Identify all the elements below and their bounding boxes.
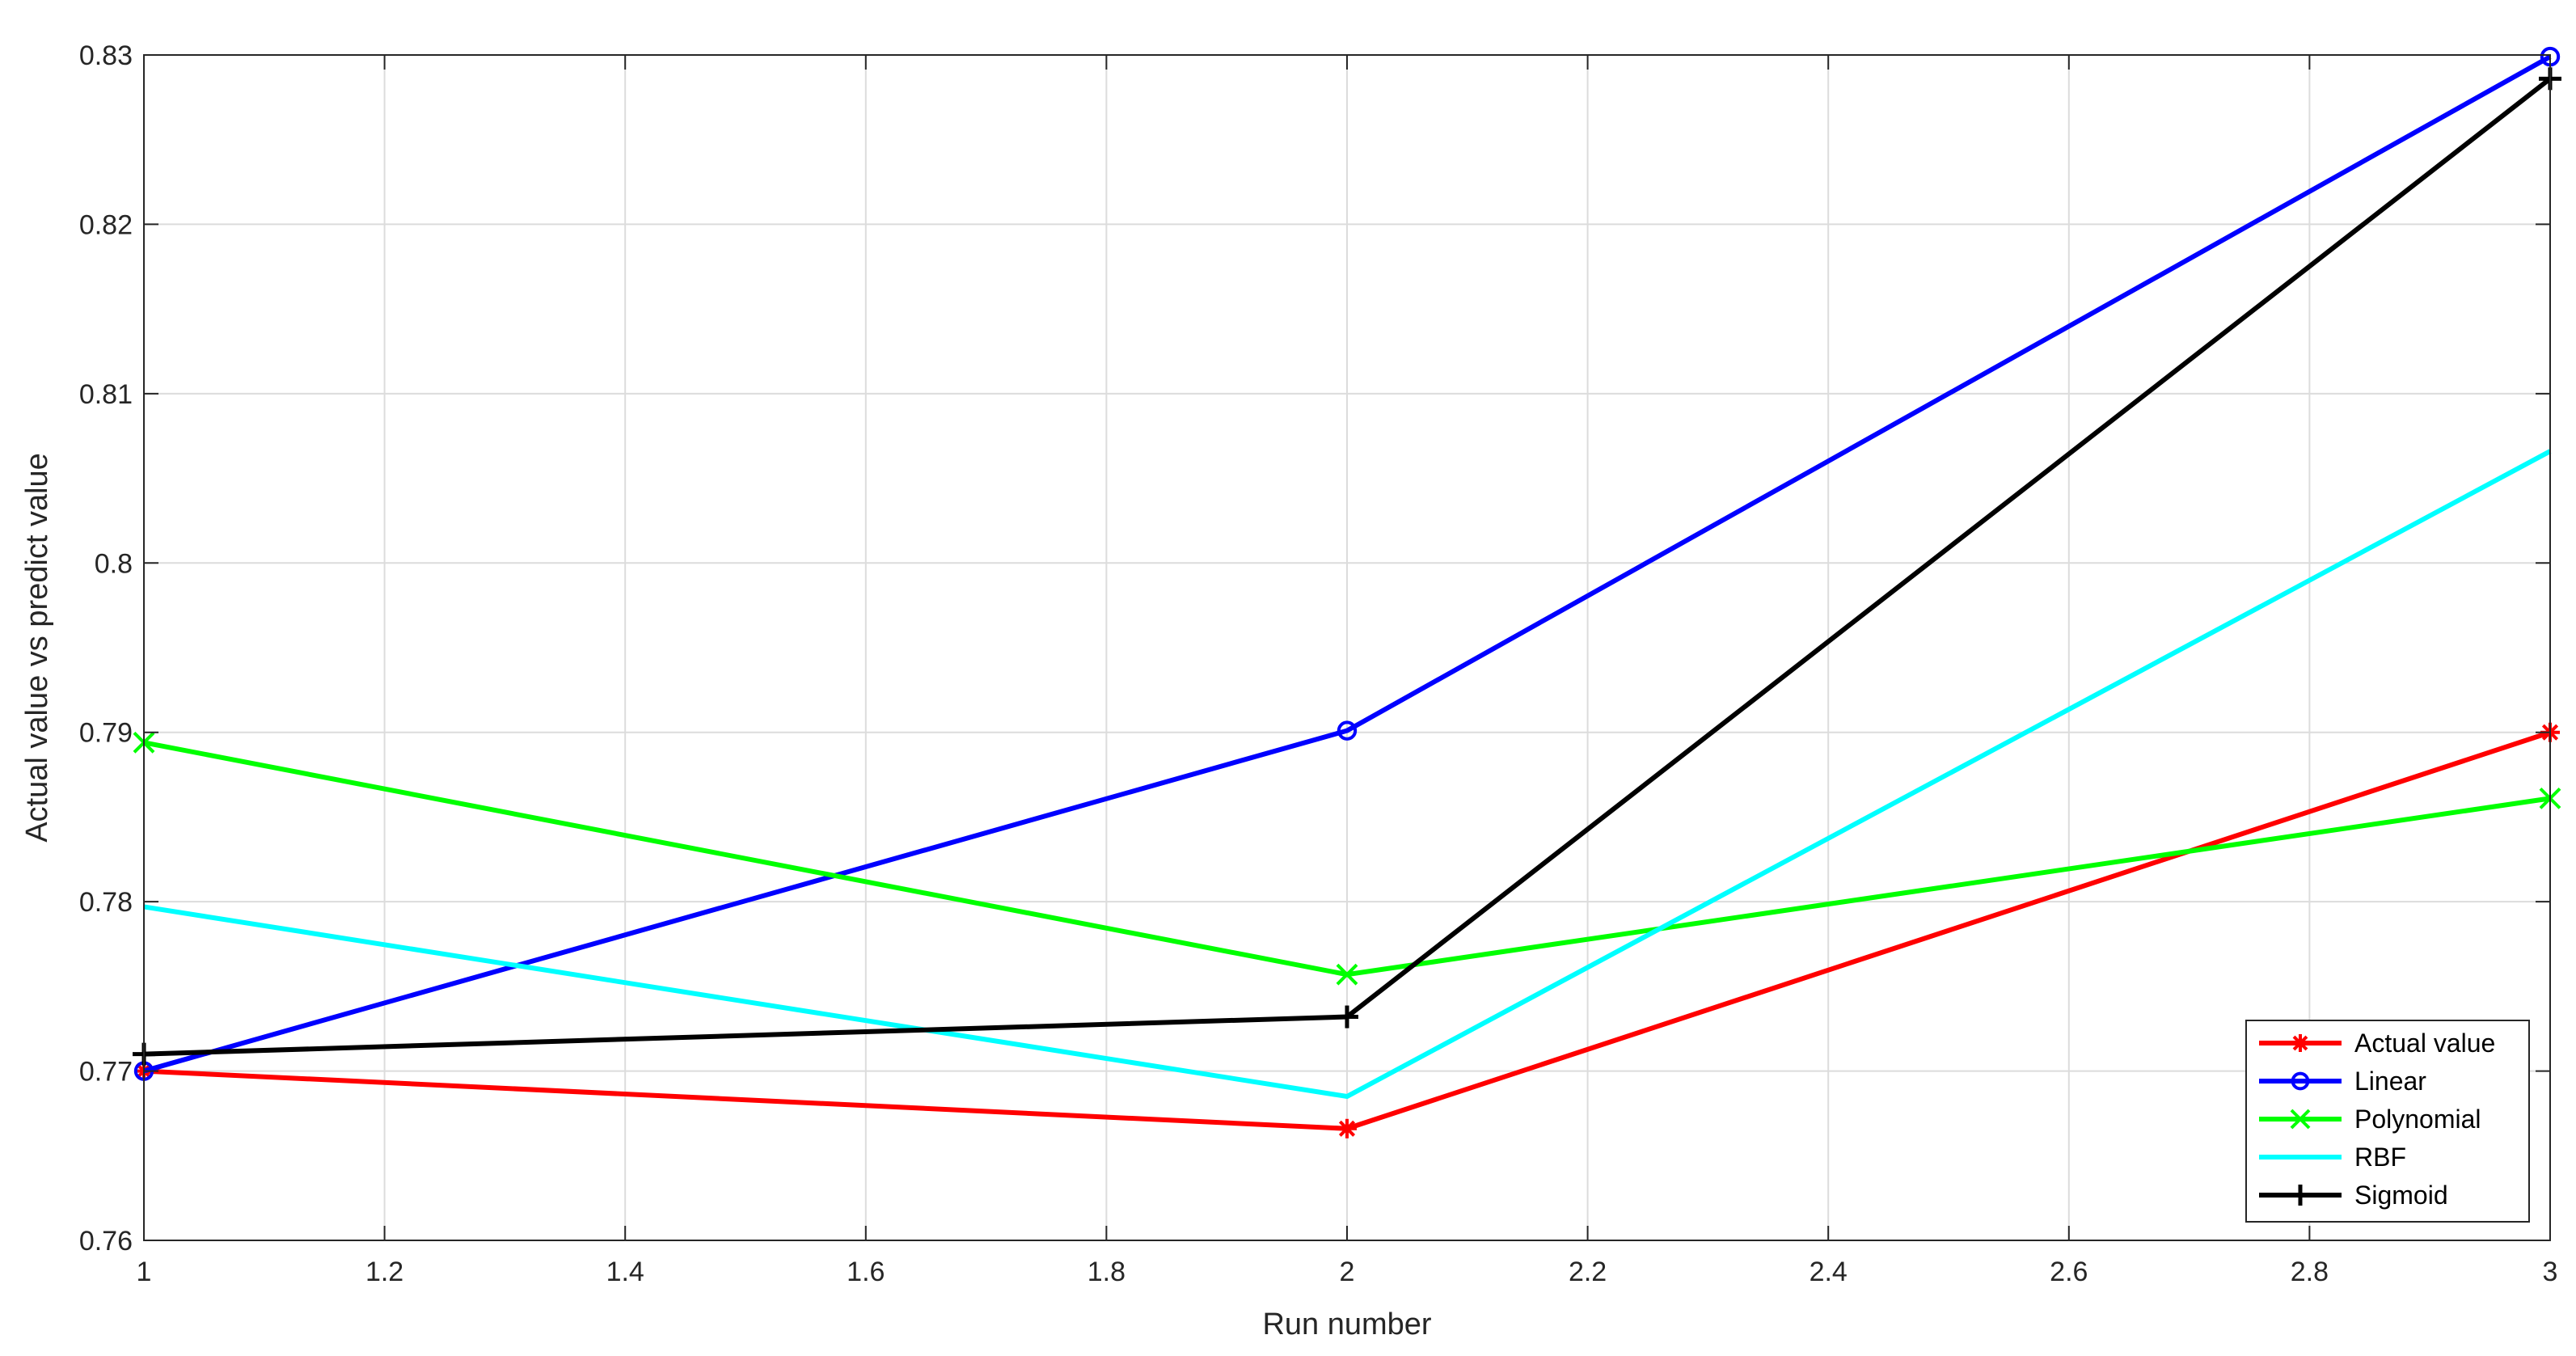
x-marker: [1336, 963, 1358, 986]
legend-entry-actual-value: Actual value: [2259, 1029, 2495, 1058]
legend-label: Polynomial: [2354, 1105, 2481, 1134]
legend-label: RBF: [2354, 1143, 2406, 1172]
marker-stroke: [1336, 963, 1358, 986]
x-tick-label: 1.2: [365, 1257, 403, 1287]
x-tick-label: 2.2: [1569, 1257, 1607, 1287]
legend-label: Actual value: [2354, 1029, 2495, 1058]
x-marker: [2290, 1109, 2311, 1130]
x-tick-label: 1.4: [606, 1257, 644, 1287]
circle-marker: [2291, 1071, 2310, 1091]
marker-stroke: [1338, 1120, 1356, 1137]
y-tick-label: 0.76: [79, 1226, 133, 1257]
x-tick-label: 1.6: [847, 1257, 885, 1287]
marker-shape: [1337, 720, 1358, 741]
legend-label: Linear: [2354, 1067, 2426, 1096]
legend-entry-rbf: RBF: [2259, 1143, 2406, 1172]
x-tick-label: 1: [137, 1257, 152, 1287]
y-tick-label: 0.79: [79, 718, 133, 749]
ticks: 1 1.2 1.4 1.6 1.8 2 2.2 2.4 2.6 2.8 3 0.76 0.77 0.78 0…: [79, 40, 2558, 1287]
series-line-rbf: [143, 449, 2552, 1100]
y-axis-title: Actual value vs predict value: [20, 453, 54, 843]
legend-entry-sigmoid: Sigmoid: [2259, 1181, 2448, 1210]
y-tick-label: 0.78: [79, 887, 133, 918]
data-point-linear: [1337, 720, 1358, 741]
x-tick-label: 2.8: [2291, 1257, 2329, 1287]
data-point-polynomial: [1336, 963, 1358, 986]
asterisk-marker: [2291, 1034, 2309, 1052]
y-tick-label: 0.77: [79, 1057, 133, 1088]
plus-marker: [2290, 1185, 2311, 1206]
series-line-linear: [143, 54, 2552, 1074]
circle-marker: [1337, 720, 1358, 741]
legend-entry-polynomial: Polynomial: [2259, 1105, 2481, 1134]
marker-shape: [2291, 1071, 2310, 1091]
x-tick-label: 2.4: [1810, 1257, 1848, 1287]
data-point-actual-value: [1337, 1118, 1357, 1138]
y-tick-label: 0.83: [79, 40, 133, 71]
asterisk-marker: [1337, 1118, 1357, 1138]
legend-label: Sigmoid: [2354, 1181, 2448, 1210]
series-rbf: [143, 449, 2552, 1100]
legend-entry-linear: Linear: [2259, 1067, 2426, 1096]
x-tick-label: 1.8: [1087, 1257, 1125, 1287]
x-tick-label: 2: [1340, 1257, 1355, 1287]
y-tick-label: 0.8: [95, 548, 133, 579]
x-axis-title: Run number: [1262, 1307, 1431, 1341]
marker-stroke: [2290, 1109, 2311, 1130]
data-point-sigmoid: [1336, 1005, 1358, 1029]
marker-stroke: [2292, 1035, 2308, 1051]
y-tick-label: 0.81: [79, 379, 133, 410]
x-tick-label: 2.6: [2050, 1257, 2088, 1287]
x-tick-label: 3: [2543, 1257, 2558, 1287]
y-tick-label: 0.82: [79, 209, 133, 240]
plus-marker: [1336, 1005, 1358, 1029]
legend: Actual value Linear Polynomial RBF Sigmoid: [2245, 1020, 2530, 1223]
